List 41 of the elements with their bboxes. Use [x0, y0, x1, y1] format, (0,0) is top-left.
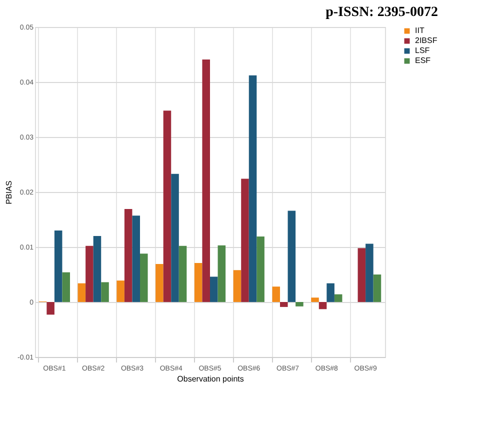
bar	[311, 298, 319, 302]
bar	[272, 286, 280, 302]
bar	[241, 178, 249, 302]
bar	[218, 245, 226, 302]
bar	[366, 244, 374, 302]
bar	[62, 272, 70, 302]
bar	[46, 302, 54, 315]
bar	[116, 280, 124, 302]
bar	[318, 302, 327, 310]
bar	[202, 59, 210, 302]
legend-label: ESF	[415, 56, 431, 65]
bar	[93, 236, 102, 302]
bar	[124, 209, 132, 302]
bar	[326, 283, 334, 302]
legend-label: IIT	[415, 26, 424, 35]
bar	[140, 254, 148, 302]
bar	[210, 276, 218, 302]
bar	[296, 302, 304, 306]
bar	[334, 294, 342, 302]
bar	[171, 174, 179, 302]
bar	[156, 264, 164, 302]
x-axis-title: Observation points	[177, 374, 244, 384]
legend-label: 2IBSF	[415, 36, 438, 45]
bar	[373, 274, 382, 302]
bar	[132, 216, 140, 302]
bar	[101, 282, 109, 302]
bar	[178, 246, 187, 302]
bar	[233, 270, 242, 302]
bar	[280, 302, 288, 307]
bar	[256, 236, 264, 302]
bar	[163, 110, 172, 302]
bar	[78, 283, 86, 302]
bar	[54, 230, 62, 302]
bar	[248, 75, 257, 302]
text: p-ISSN: 2395-0072	[326, 5, 438, 20]
bar	[288, 210, 296, 302]
bar	[358, 248, 366, 302]
bar	[194, 262, 202, 302]
bar	[86, 246, 94, 302]
legend-label: LSF	[415, 46, 430, 55]
y-axis-title: PBIAS	[4, 180, 14, 204]
